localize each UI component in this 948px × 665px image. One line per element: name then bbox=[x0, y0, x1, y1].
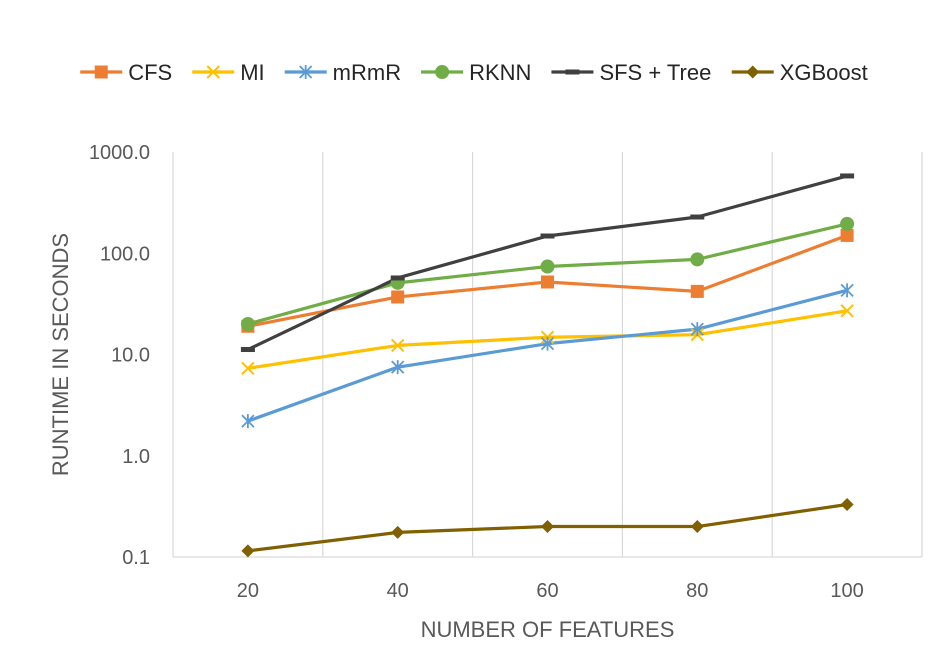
data-point-sfs-tree bbox=[540, 233, 555, 239]
legend-swatch-marker bbox=[94, 65, 108, 79]
gridlines bbox=[172, 152, 923, 557]
data-point-rknn bbox=[840, 216, 855, 231]
legend-swatch-marker bbox=[206, 65, 220, 79]
data-point-xgboost bbox=[541, 520, 554, 534]
legend-label: MI bbox=[240, 60, 264, 85]
legend-swatch-marker bbox=[299, 65, 313, 79]
series-lines bbox=[247, 174, 848, 553]
data-point-sfs-tree bbox=[390, 275, 405, 281]
series-markers bbox=[240, 173, 855, 558]
y-tick-label: 1.0 bbox=[122, 446, 150, 468]
legend-entry-mi: MI bbox=[192, 60, 265, 85]
legend-label: SFS + Tree bbox=[599, 60, 711, 85]
y-tick-label: 10.0 bbox=[111, 345, 150, 367]
data-point-sfs-tree bbox=[240, 347, 255, 353]
x-tick-label: 80 bbox=[686, 580, 708, 602]
data-point-mrmr bbox=[690, 322, 704, 337]
legend-entry-mrmr: mRmR bbox=[284, 60, 401, 85]
x-tick-label: 20 bbox=[237, 580, 259, 602]
legend-entry-sfs-tree: SFS + Tree bbox=[551, 60, 711, 85]
y-tick-label: 100.0 bbox=[100, 243, 150, 265]
data-point-cfs bbox=[690, 284, 704, 298]
legend: CFS MI mRmR RKNN SFS + Tree XGBoost bbox=[80, 60, 868, 85]
y-tick-label: 1000.0 bbox=[89, 142, 150, 164]
data-point-rknn bbox=[690, 252, 705, 267]
data-point-xgboost bbox=[241, 544, 255, 558]
legend-label: XGBoost bbox=[780, 60, 868, 85]
data-point-mrmr bbox=[241, 414, 255, 429]
x-axis-title: NUMBER OF FEATURES bbox=[421, 617, 675, 642]
x-tick-label: 60 bbox=[536, 580, 558, 602]
legend-entry-xgboost: XGBoost bbox=[731, 60, 868, 85]
data-point-cfs bbox=[541, 275, 554, 289]
data-point-xgboost bbox=[690, 520, 704, 534]
data-point-rknn bbox=[240, 317, 255, 332]
legend-swatch-marker bbox=[565, 69, 580, 75]
legend-swatch-marker bbox=[746, 65, 760, 79]
data-point-cfs bbox=[391, 290, 405, 304]
y-axis-ticks: 0.1 1.0 10.0 100.0 1000.0 bbox=[89, 142, 150, 569]
data-point-cfs bbox=[840, 228, 854, 242]
data-point-mi bbox=[390, 338, 405, 353]
legend-swatch-marker bbox=[435, 65, 450, 79]
data-point-mrmr bbox=[840, 283, 854, 298]
x-axis-ticks: 20 40 60 80 100 bbox=[237, 580, 864, 602]
data-point-mrmr bbox=[391, 360, 405, 375]
data-point-sfs-tree bbox=[690, 214, 705, 220]
data-point-mi bbox=[840, 304, 854, 318]
legend-label: RKNN bbox=[469, 60, 531, 85]
data-point-mi bbox=[241, 361, 255, 376]
data-point-xgboost bbox=[391, 525, 405, 539]
y-tick-label: 0.1 bbox=[122, 547, 150, 569]
legend-label: CFS bbox=[128, 60, 172, 85]
x-tick-label: 40 bbox=[387, 580, 409, 602]
x-tick-label: 100 bbox=[830, 580, 863, 602]
data-point-mrmr bbox=[540, 336, 555, 351]
data-point-sfs-tree bbox=[840, 173, 855, 179]
y-axis-title: RUNTIME IN SECONDS bbox=[48, 233, 73, 476]
data-point-xgboost bbox=[840, 498, 854, 512]
legend-label: mRmR bbox=[333, 60, 401, 85]
legend-entry-rknn: RKNN bbox=[421, 60, 531, 85]
legend-entry-cfs: CFS bbox=[80, 60, 172, 85]
data-point-rknn bbox=[540, 259, 555, 274]
